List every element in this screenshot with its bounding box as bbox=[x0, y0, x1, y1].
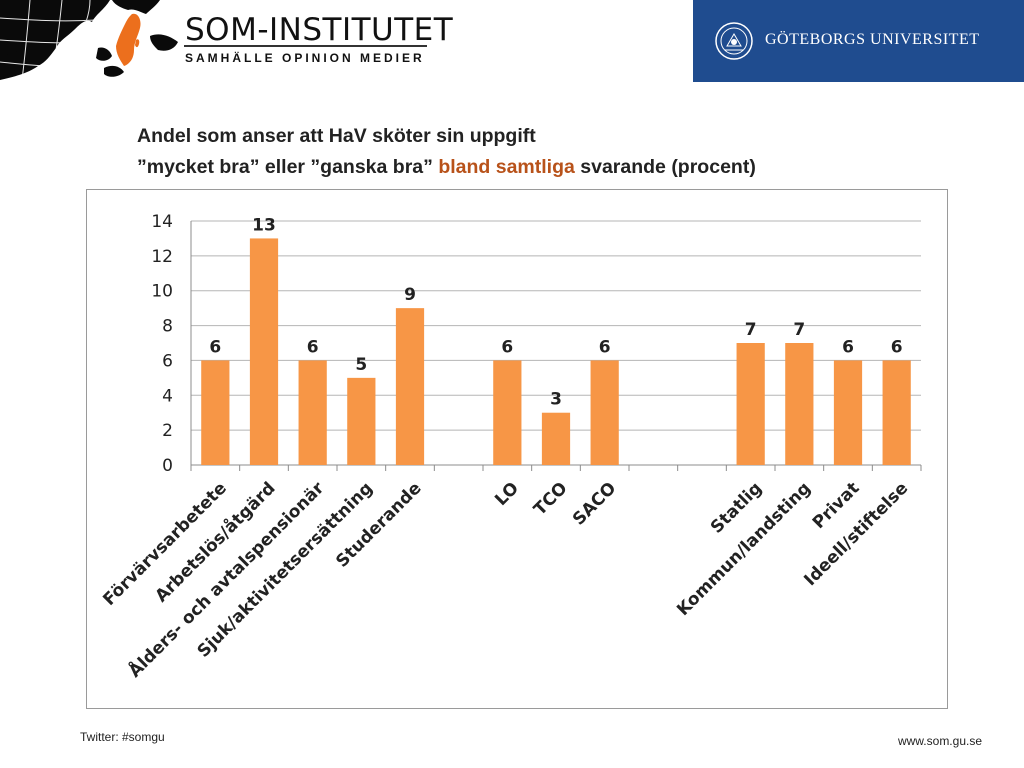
bar bbox=[833, 360, 863, 465]
data-label: 7 bbox=[745, 320, 757, 340]
chart-title-highlight: bland samtliga bbox=[438, 156, 575, 178]
nordic-map-icon bbox=[0, 0, 182, 81]
data-label: 5 bbox=[355, 355, 367, 375]
bar bbox=[785, 343, 814, 465]
y-tick-label: 14 bbox=[151, 212, 173, 232]
data-label: 13 bbox=[252, 215, 276, 235]
chart-title-line2: ”mycket bra” eller ”ganska bra” bland sa… bbox=[137, 152, 756, 183]
website-link[interactable]: www.som.gu.se bbox=[897, 734, 982, 748]
data-label: 6 bbox=[209, 337, 221, 357]
chart-frame: 0 2 4 6 8 10 12 14 6 Förvärvsarbetete 13 Arbetslös/… bbox=[86, 189, 948, 709]
y-tick-label: 10 bbox=[151, 282, 173, 302]
y-tick-label: 0 bbox=[162, 456, 173, 476]
bar bbox=[395, 308, 425, 465]
chart-title: Andel som anser att HaV sköter sin uppgi… bbox=[137, 121, 756, 183]
data-label: 6 bbox=[842, 337, 854, 357]
data-label: 6 bbox=[599, 337, 611, 357]
twitter-hashtag: Twitter: #somgu bbox=[80, 730, 165, 744]
data-label: 9 bbox=[404, 285, 416, 305]
y-tick-label: 8 bbox=[162, 317, 173, 337]
y-tick-label: 6 bbox=[162, 351, 173, 371]
bar bbox=[347, 377, 376, 465]
bar-chart: 024681012146Förvärvsarbetete13Arbetslös/… bbox=[99, 212, 922, 682]
university-seal-icon bbox=[715, 22, 753, 60]
x-tick-label: LO bbox=[491, 478, 523, 510]
x-tick-label: Ålders- och avtalspensionär bbox=[123, 476, 329, 682]
chart-title-line1: Andel som anser att HaV sköter sin uppgi… bbox=[137, 125, 536, 147]
som-divider bbox=[184, 45, 427, 47]
bar bbox=[882, 360, 911, 465]
y-tick-label: 12 bbox=[151, 247, 173, 267]
data-label: 6 bbox=[501, 337, 513, 357]
data-label: 6 bbox=[307, 337, 319, 357]
x-tick-label: Studerande bbox=[332, 478, 425, 571]
bar bbox=[298, 360, 327, 465]
university-banner: GÖTEBORGS UNIVERSITET bbox=[693, 0, 1024, 82]
y-tick-label: 2 bbox=[162, 421, 173, 441]
som-logo bbox=[0, 0, 182, 81]
y-tick-label: 4 bbox=[162, 386, 173, 406]
x-tick-label: TCO bbox=[530, 478, 571, 519]
som-institute-name: SOM-INSTITUTET bbox=[185, 12, 454, 48]
data-label: 7 bbox=[793, 320, 805, 340]
data-label: 3 bbox=[550, 390, 562, 410]
bar bbox=[541, 412, 571, 465]
bar bbox=[493, 360, 522, 465]
bar bbox=[590, 360, 619, 465]
bar bbox=[736, 343, 765, 465]
bar bbox=[249, 238, 279, 465]
chart-title-line2-end: svarande (procent) bbox=[574, 156, 756, 178]
data-label: 6 bbox=[891, 337, 903, 357]
chart-title-line2-start: ”mycket bra” eller ”ganska bra” bbox=[137, 156, 439, 178]
som-tagline: SAMHÄLLE OPINION MEDIER bbox=[185, 51, 425, 65]
x-tick-label: SACO bbox=[569, 478, 620, 529]
university-name: GÖTEBORGS UNIVERSITET bbox=[765, 31, 980, 48]
bar bbox=[201, 360, 230, 465]
